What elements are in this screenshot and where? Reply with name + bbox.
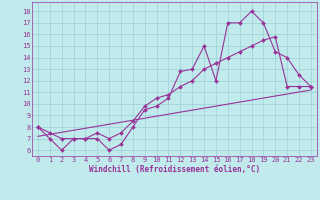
X-axis label: Windchill (Refroidissement éolien,°C): Windchill (Refroidissement éolien,°C) <box>89 165 260 174</box>
